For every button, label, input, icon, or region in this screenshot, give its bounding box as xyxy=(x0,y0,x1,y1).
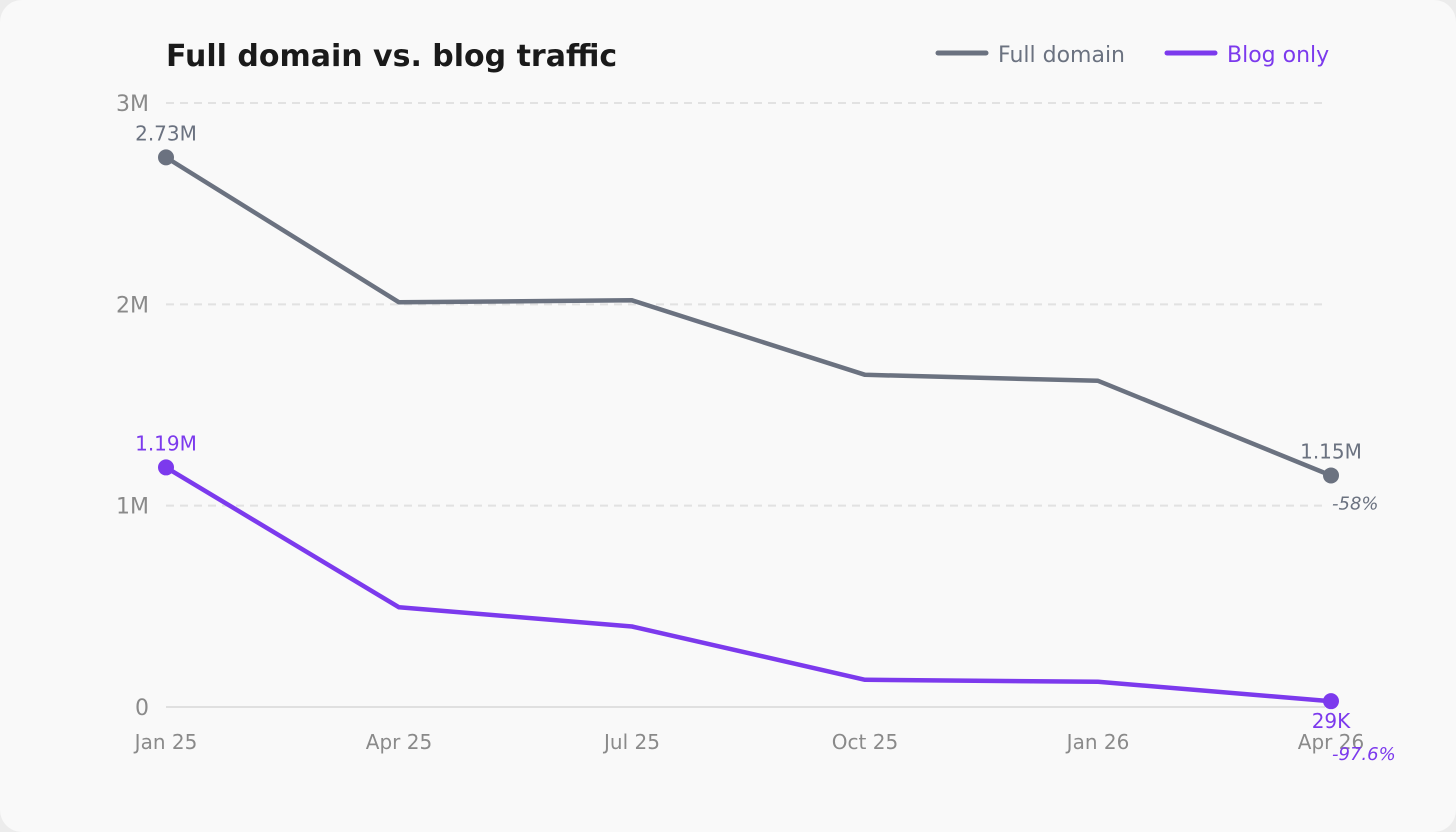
x-tick-label: Apr 25 xyxy=(366,730,432,754)
start-value-label-full-domain: 2.73M xyxy=(135,121,197,145)
y-tick-label: 0 xyxy=(135,696,149,721)
series-line-blog-only xyxy=(163,465,1334,704)
chart-title: Full domain vs. blog traffic xyxy=(166,39,617,74)
data-point-blog-only[interactable] xyxy=(158,459,174,476)
x-tick-label: Oct 25 xyxy=(832,730,898,754)
x-tick-label: Jan 26 xyxy=(1065,730,1130,754)
y-tick-label: 2M xyxy=(116,293,149,318)
legend-label-full-domain: Full domain xyxy=(998,43,1125,68)
data-point-full-domain[interactable] xyxy=(158,149,174,166)
x-tick-label: Jul 25 xyxy=(602,730,660,754)
x-tick-label: Jan 25 xyxy=(133,730,198,754)
data-point-full-domain[interactable] xyxy=(1323,467,1339,484)
end-value-label-blog-only: 29K xyxy=(1312,709,1351,733)
change-label-blog-only: -97.6% xyxy=(1332,744,1396,765)
start-value-label-blog-only: 1.19M xyxy=(135,431,197,455)
legend-item-blog-only[interactable]: Blog only xyxy=(1164,43,1329,68)
change-label-full-domain: -58% xyxy=(1332,493,1379,514)
data-labels: 2.73M 1.15M -58% 1.19M 29K -97.6% xyxy=(135,121,1396,765)
y-tick-label: 3M xyxy=(116,92,149,117)
legend: Full domain Blog only xyxy=(935,43,1329,68)
x-tick-label: Apr 26 xyxy=(1298,730,1364,754)
legend-item-full-domain[interactable]: Full domain xyxy=(935,43,1125,68)
y-tick-label: 1M xyxy=(116,495,149,520)
axes: 0 1M 2M 3M Jan 25 Apr 25 Jul 25 Oct 25 Jan 26 Apr… xyxy=(116,92,1364,754)
grid xyxy=(166,102,1325,708)
data-point-blog-only[interactable] xyxy=(1323,693,1339,710)
legend-label-blog-only: Blog only xyxy=(1227,43,1329,68)
series-line-full-domain xyxy=(163,155,1334,478)
series xyxy=(158,149,1339,710)
end-value-label-full-domain: 1.15M xyxy=(1300,439,1362,463)
